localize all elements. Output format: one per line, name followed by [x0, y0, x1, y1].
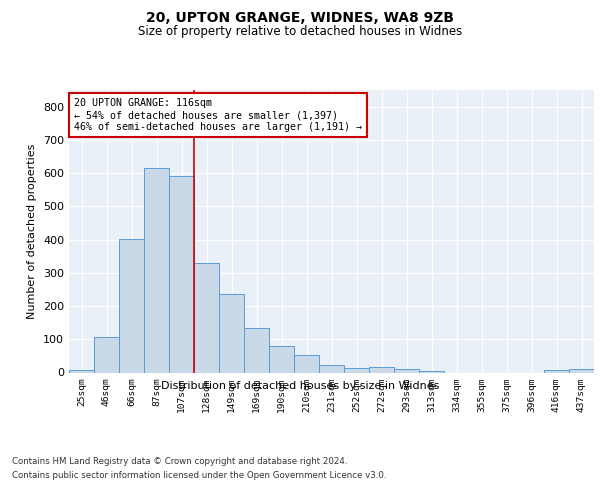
- Bar: [269, 346, 294, 372]
- Text: Size of property relative to detached houses in Widnes: Size of property relative to detached ho…: [138, 25, 462, 38]
- Bar: [94, 338, 119, 372]
- Text: 20 UPTON GRANGE: 116sqm
← 54% of detached houses are smaller (1,397)
46% of semi: 20 UPTON GRANGE: 116sqm ← 54% of detache…: [74, 98, 362, 132]
- Bar: [194, 263, 219, 372]
- Bar: [169, 176, 194, 372]
- Bar: [219, 294, 244, 372]
- Bar: [394, 369, 419, 372]
- Bar: [144, 168, 169, 372]
- Bar: [419, 371, 444, 372]
- Y-axis label: Number of detached properties: Number of detached properties: [28, 144, 37, 319]
- Bar: [569, 369, 594, 372]
- Bar: [294, 355, 319, 372]
- Text: Distribution of detached houses by size in Widnes: Distribution of detached houses by size …: [161, 381, 439, 391]
- Text: Contains public sector information licensed under the Open Government Licence v3: Contains public sector information licen…: [12, 471, 386, 480]
- Bar: [319, 365, 344, 372]
- Bar: [344, 368, 369, 372]
- Text: Contains HM Land Registry data © Crown copyright and database right 2024.: Contains HM Land Registry data © Crown c…: [12, 458, 347, 466]
- Bar: [69, 370, 94, 372]
- Text: 20, UPTON GRANGE, WIDNES, WA8 9ZB: 20, UPTON GRANGE, WIDNES, WA8 9ZB: [146, 11, 454, 25]
- Bar: [369, 366, 394, 372]
- Bar: [544, 370, 569, 372]
- Bar: [119, 238, 144, 372]
- Bar: [244, 328, 269, 372]
